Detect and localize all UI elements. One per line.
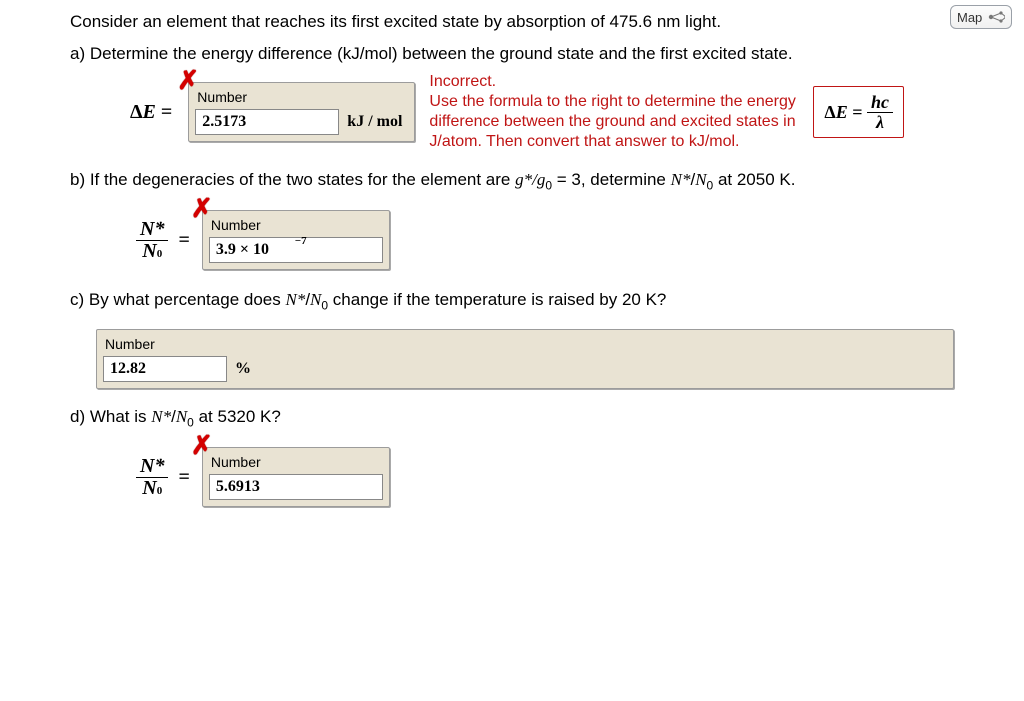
part-b-answer-box: ✗ Number −7 bbox=[202, 210, 390, 270]
part-a-feedback: Incorrect. Use the formula to the right … bbox=[429, 72, 799, 152]
map-button[interactable]: Map bbox=[950, 5, 1012, 29]
part-a-prompt: a) Determine the energy difference (kJ/m… bbox=[70, 44, 954, 64]
part-a-answer-box: ✗ Number kJ / mol bbox=[188, 82, 415, 142]
formula-denominator: λ bbox=[872, 113, 888, 132]
page-root: Map Consider an element that reaches its… bbox=[0, 0, 1024, 701]
part-a-input[interactable] bbox=[195, 109, 339, 135]
part-d-row: N* N0 = ✗ Number bbox=[136, 447, 954, 507]
part-b-exponent: −7 bbox=[295, 235, 307, 247]
part-b-prompt: b) If the degeneracies of the two states… bbox=[70, 170, 954, 192]
part-d-answer-box: ✗ Number bbox=[202, 447, 390, 507]
part-c-unit: % bbox=[235, 360, 257, 378]
part-c-row: Number % bbox=[96, 329, 954, 389]
part-b-row: N* N0 = ✗ Number −7 bbox=[136, 210, 954, 270]
part-c-prompt: c) By what percentage does N*/N0 change … bbox=[70, 290, 954, 312]
part-b-number-label: Number bbox=[209, 215, 383, 237]
part-c-answer-box: Number % bbox=[96, 329, 954, 389]
feedback-title: Incorrect. bbox=[429, 73, 496, 90]
feedback-body: Use the formula to the right to determin… bbox=[429, 93, 795, 150]
formula-numerator: hc bbox=[867, 93, 893, 113]
part-a-number-label: Number bbox=[195, 87, 408, 109]
formula-box: ΔE = hc λ bbox=[813, 86, 904, 139]
map-button-label: Map bbox=[957, 10, 982, 25]
part-d-input[interactable] bbox=[209, 474, 383, 500]
part-c-input[interactable] bbox=[103, 356, 227, 382]
part-a-lhs: ΔE = bbox=[130, 101, 174, 124]
question-intro: Consider an element that reaches its fir… bbox=[70, 12, 954, 32]
part-d-prompt: d) What is N*/N0 at 5320 K? bbox=[70, 407, 954, 429]
mindmap-icon bbox=[986, 10, 1005, 24]
part-d-number-label: Number bbox=[209, 452, 383, 474]
part-a-unit: kJ / mol bbox=[347, 113, 408, 131]
part-c-number-label: Number bbox=[103, 334, 947, 356]
part-a-row: ΔE = ✗ Number kJ / mol Incorrect. Use th… bbox=[130, 72, 954, 152]
